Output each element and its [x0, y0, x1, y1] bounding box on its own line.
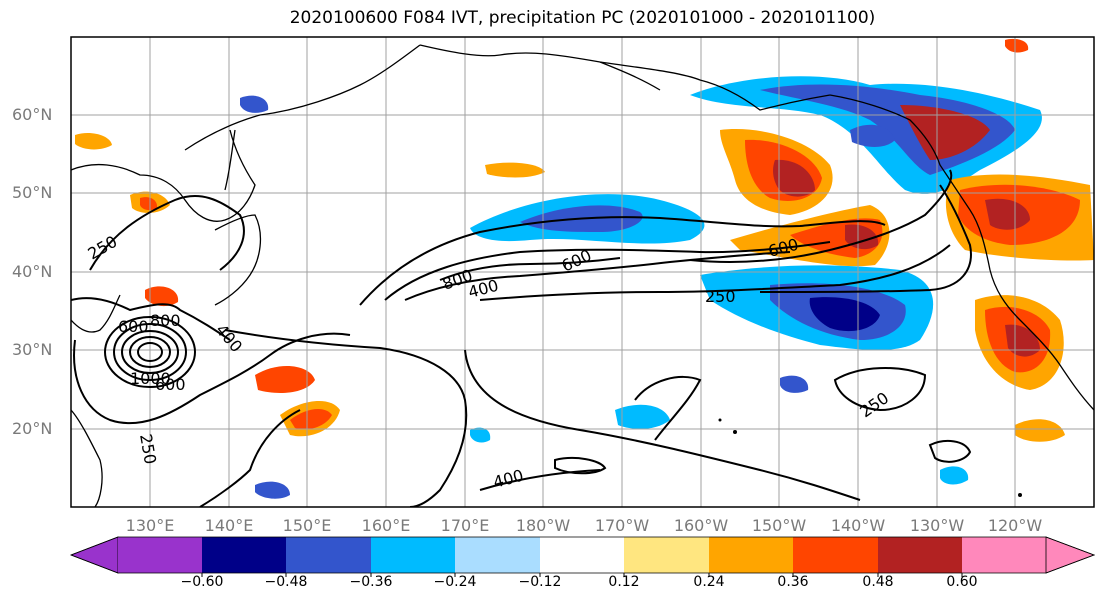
lon-label: 170°W: [594, 516, 650, 535]
lon-label: 170°E: [440, 516, 490, 535]
coastlines: [71, 44, 1094, 507]
colorbar-tick-label: 0.60: [946, 574, 978, 590]
map-frame: [70, 36, 1095, 508]
contour-label: 1000: [130, 369, 171, 388]
lon-label: 180°W: [515, 516, 571, 535]
colorbar-tick-label: 0.48: [862, 574, 894, 590]
colorbar-tick-label: −0.24: [433, 574, 477, 590]
colorbar-bin: [118, 537, 202, 573]
lon-label: 140°W: [830, 516, 886, 535]
lat-label: 50°N: [12, 183, 53, 202]
lat-label: 40°N: [12, 262, 53, 281]
lon-label: 130°E: [125, 516, 175, 535]
colorbar-tick-label: 0.12: [608, 574, 640, 590]
colorbar-arrow-right: [1045, 536, 1096, 574]
colorbar-tick-label: −0.60: [180, 574, 224, 590]
colorbar-bin: [793, 537, 878, 573]
colorbar-bin: [455, 537, 540, 573]
lat-label: 60°N: [12, 105, 53, 124]
lon-label: 120°W: [987, 516, 1043, 535]
lon-label: 130°W: [909, 516, 965, 535]
map-gridlines: [71, 37, 1094, 507]
colorbar-bin: [371, 537, 455, 573]
colorbar: [69, 536, 1096, 577]
contour-label: 250: [705, 287, 736, 306]
colorbar-tick-label: −0.48: [264, 574, 308, 590]
lon-label: 150°E: [282, 516, 332, 535]
colorbar-bin: [202, 537, 286, 573]
lon-label: 150°W: [751, 516, 807, 535]
lon-label: 160°W: [673, 516, 729, 535]
colorbar-bin: [878, 537, 962, 573]
colorbar-arrow-left: [69, 536, 119, 574]
ivt-contours: [71, 169, 972, 507]
lon-label: 140°E: [204, 516, 254, 535]
lon-label: 160°E: [361, 516, 411, 535]
colorbar-tick-label: 0.36: [777, 574, 809, 590]
map-title: 2020100600 F084 IVT, precipitation PC (2…: [289, 8, 876, 28]
colorbar-bin: [624, 537, 709, 573]
island-dots: [718, 418, 1022, 497]
colorbar-bin: [962, 537, 1046, 573]
contour-label: 600: [155, 375, 186, 394]
contour-label: 600: [118, 317, 149, 336]
contour-label: 800: [150, 311, 181, 330]
colorbar-tick-label: −0.12: [518, 574, 562, 590]
colorbar-tick-label: 0.24: [693, 574, 725, 590]
lat-label: 20°N: [12, 419, 53, 438]
colorbar-bin: [286, 537, 371, 573]
colorbar-bin: [540, 537, 624, 573]
colorbar-tick-label: −0.36: [349, 574, 393, 590]
lat-label: 30°N: [12, 340, 53, 359]
colorbar-bin: [709, 537, 793, 573]
